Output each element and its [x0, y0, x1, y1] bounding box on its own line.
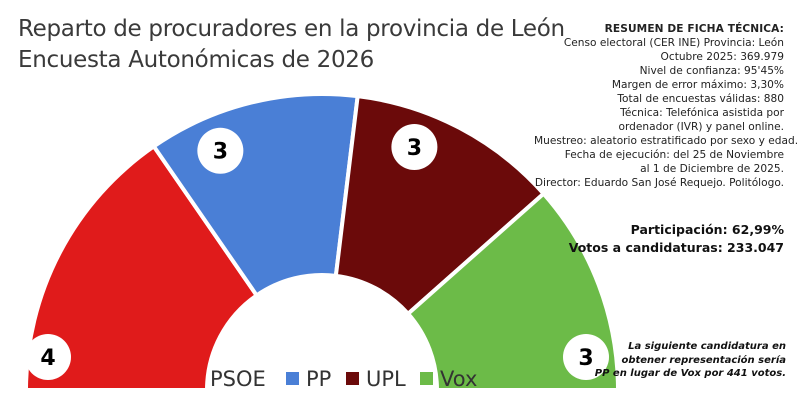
- technical-sheet-line: Fecha de ejecución: del 25 de Noviembre: [564, 149, 784, 161]
- seat-badge-pp: [197, 127, 244, 174]
- chart-title-block: Reparto de procuradores en la provincia …: [18, 14, 565, 76]
- participation-text: Participación: 62,99%: [630, 222, 784, 237]
- seat-count-upl: 3: [407, 136, 422, 161]
- note-line: PP en lugar de Vox por 441 votos.: [594, 368, 786, 379]
- technical-sheet: RESUMEN DE FICHA TÉCNICA: Censo electora…: [534, 22, 799, 190]
- segment-vox: [405, 190, 621, 392]
- seat-count-pp: 3: [213, 140, 228, 165]
- technical-sheet-line: Nivel de confianza: 95'45%: [639, 65, 784, 77]
- technical-sheet-line: Octubre 2025: 369.979: [660, 51, 784, 63]
- seat-badge-upl: [391, 123, 438, 170]
- votes-text: Votos a candidaturas: 233.047: [568, 240, 784, 255]
- technical-sheet-line: ordenador (IVR) y panel online.: [618, 121, 784, 133]
- legend-swatch-psoe: [190, 372, 203, 385]
- technical-sheet-line: Técnica: Telefónica asistida por: [620, 107, 784, 119]
- technical-sheet-line: Total de encuestas válidas: 880: [617, 93, 784, 105]
- technical-sheet-line: Margen de error máximo: 3,30%: [611, 79, 784, 91]
- legend-label-psoe: PSOE: [210, 367, 266, 391]
- legend-swatch-upl: [346, 372, 359, 385]
- note-line: La siguiente candidatura en: [628, 341, 786, 352]
- segment-upl: [333, 93, 547, 317]
- seat-count-vox: 3: [578, 346, 593, 371]
- legend-label-pp: PP: [306, 367, 331, 391]
- legend-label-upl: UPL: [366, 367, 406, 391]
- next-seat-note: La siguiente candidatura en obtener repre…: [595, 340, 786, 381]
- technical-sheet-line: Censo electoral (CER INE) Provincia: Leó…: [563, 37, 784, 49]
- segment-psoe: [23, 143, 260, 392]
- legend-label-vox: Vox: [440, 367, 477, 391]
- chart-subtitle: Encuesta Autonómicas de 2026: [18, 47, 374, 73]
- legend-swatch-pp: [286, 372, 299, 385]
- note-line: obtener representación sería: [621, 354, 786, 366]
- legend-swatch-vox: [420, 372, 433, 385]
- technical-sheet-heading: RESUMEN DE FICHA TÉCNICA:: [604, 23, 784, 35]
- summary-block: Participación: 62,99% Votos a candidatur…: [569, 221, 784, 257]
- seat-badge-psoe: [25, 334, 71, 380]
- technical-sheet-line: Muestreo: aleatorio estratificado por se…: [534, 135, 799, 147]
- seat-badge-vox: [563, 334, 609, 380]
- technical-sheet-line: Director: Eduardo San José Requejo. Poli…: [534, 177, 784, 189]
- technical-sheet-line: al 1 de Diciembre de 2025.: [640, 163, 784, 175]
- seat-labels: 4 3 3 3: [25, 123, 609, 380]
- chart-title: Reparto de procuradores en la provincia …: [18, 16, 565, 42]
- legend: PSOE PP UPL Vox: [190, 367, 477, 391]
- seat-count-psoe: 4: [40, 346, 55, 371]
- hemicycle-segments: [23, 92, 621, 392]
